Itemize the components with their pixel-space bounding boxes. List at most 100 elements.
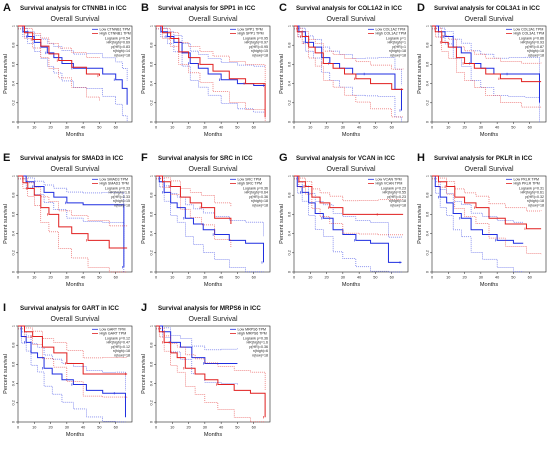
panel-chart-svg: C Survival analysis for COL1A2 in ICC Over…	[279, 2, 409, 138]
panel-f: F Survival analysis for SRC in ICC Overall…	[140, 150, 277, 299]
y-tick-label: 0	[150, 121, 154, 123]
y-axis-label: Percent survival	[3, 54, 9, 94]
y-tick-label: 0.2	[12, 250, 16, 255]
series-low	[156, 325, 238, 385]
legend-stat: Logrank p=0.86	[519, 37, 544, 41]
series-high	[294, 25, 404, 118]
panel-subtitle: Overall Survival	[464, 166, 513, 173]
legend-entry: High CTNNB1 TPM	[100, 32, 131, 36]
ci-upper	[432, 25, 540, 80]
legend-stat: HR(high)=0.93	[521, 41, 544, 45]
x-tick-label: 20	[462, 276, 466, 280]
series-high	[432, 25, 542, 108]
series-high	[18, 175, 128, 273]
legend-entry: High SMAD3 TPM	[100, 182, 129, 186]
panel-subtitle: Overall Survival	[50, 16, 99, 23]
series-low	[18, 325, 126, 423]
x-tick-label: 30	[341, 126, 345, 130]
legend-stat: n(high)=14	[113, 49, 130, 53]
legend-stat: n(low)=18	[390, 53, 406, 57]
x-tick-label: 60	[114, 426, 118, 430]
legend-stat: HR(high)=0.69	[107, 41, 130, 45]
series-low	[294, 175, 402, 273]
legend-stat: Logrank p=0.95	[243, 37, 268, 41]
legend-stat: n(low)=18	[114, 53, 130, 57]
y-tick-label: 0	[426, 121, 430, 123]
panel-chart-svg: B Survival analysis for SPP1 in ICC Overal…	[141, 2, 271, 138]
legend-stat: n(high)=6	[253, 349, 268, 353]
y-tick-label: 0.6	[426, 62, 430, 67]
ci-lower	[294, 178, 402, 273]
y-tick-label: 0.6	[150, 62, 154, 67]
panel-chart-svg: D Survival analysis for COL3A1 in ICC Over…	[417, 2, 547, 138]
x-tick-label: 30	[479, 276, 483, 280]
ci-upper	[294, 175, 404, 202]
legend-stat: n(high)=18	[251, 199, 268, 203]
panel-letter: A	[3, 2, 11, 14]
x-tick-label: 20	[462, 126, 466, 130]
legend-stat: Logrank p=0.12	[105, 337, 130, 341]
panel-letter: D	[417, 2, 425, 14]
legend-stat: p(HR)=0.83	[111, 45, 130, 49]
series-high	[156, 175, 232, 248]
panel-title: Survival analysis for SMAD3 in ICC	[20, 155, 124, 162]
panel-title: Survival analysis for CTNNB1 in ICC	[20, 5, 127, 12]
survival-curve	[432, 175, 542, 230]
x-axis-label: Months	[342, 282, 361, 288]
ci-upper	[432, 175, 524, 223]
panel-subtitle: Overall Survival	[50, 166, 99, 173]
panel-letter: E	[3, 152, 10, 164]
panel-title: Survival analysis for SPP1 in ICC	[158, 5, 256, 12]
series-low	[18, 25, 128, 122]
panel-d: D Survival analysis for COL3A1 in ICC Over…	[416, 0, 550, 149]
legend-stat: HR(high)=0.97	[245, 41, 268, 45]
x-tick-label: 10	[32, 276, 36, 280]
x-tick-label: 30	[203, 126, 207, 130]
legend-stat: Logrank p=0.23	[381, 187, 406, 191]
panel-title: Survival analysis for SRC in ICC	[158, 155, 253, 162]
panel-letter: I	[3, 302, 6, 314]
x-axis-label: Months	[66, 432, 85, 438]
y-tick-label: 0.6	[288, 212, 292, 217]
x-axis-label: Months	[480, 282, 499, 288]
survival-curve	[18, 325, 126, 418]
x-tick-label: 50	[511, 126, 515, 130]
legend-entry: Low CTNNB1 TPM	[100, 28, 131, 32]
y-tick-label: 0	[150, 421, 154, 423]
panel-letter: B	[141, 2, 149, 14]
legend-stat: HR(high)=0.61	[521, 191, 544, 195]
x-tick-label: 0	[293, 126, 295, 130]
ci-upper	[432, 175, 542, 212]
y-tick-label: 0	[12, 271, 16, 273]
legend-entry: High SPP1 TPM	[238, 32, 264, 36]
legend-stat: Logrank p=0.33	[105, 187, 130, 191]
ci-upper	[156, 25, 266, 91]
panel-g: G Survival analysis for VCAN in ICC Overal…	[278, 150, 415, 299]
plot-frame	[17, 175, 133, 273]
x-tick-label: 60	[114, 126, 118, 130]
x-tick-label: 50	[97, 276, 101, 280]
y-tick-label: 0.2	[150, 400, 154, 405]
x-tick-label: 0	[155, 126, 157, 130]
legend-stat: HR(high)=1.6	[247, 341, 268, 345]
x-tick-label: 20	[324, 126, 328, 130]
x-tick-label: 10	[170, 276, 174, 280]
y-tick-label: 0.4	[426, 231, 430, 236]
legend-stat: HR(high)=1	[388, 41, 406, 45]
y-tick-label: 1	[12, 25, 16, 27]
series-high	[432, 175, 542, 255]
y-tick-label: 0	[12, 421, 16, 423]
legend-stat: n(high)=18	[113, 349, 130, 353]
y-tick-label: 0.8	[288, 193, 292, 198]
ci-upper	[432, 25, 542, 64]
x-tick-label: 40	[495, 126, 499, 130]
survival-curve	[18, 325, 128, 375]
